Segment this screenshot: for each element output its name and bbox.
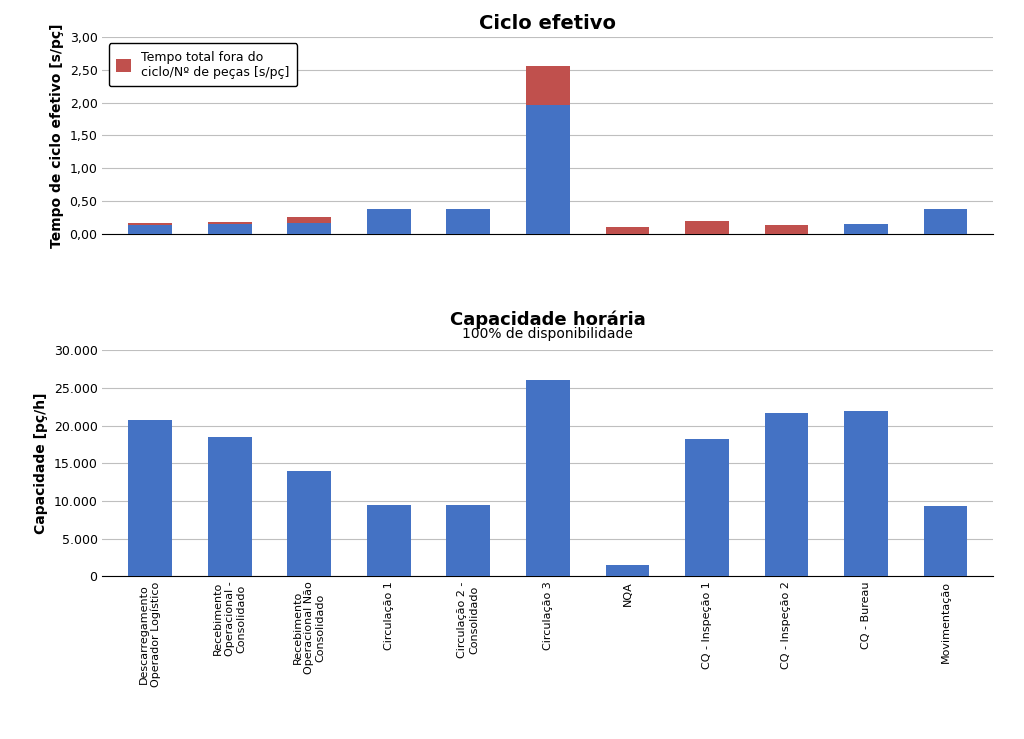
- Legend: Tempo total fora do
ciclo/Nº de peças [s/pç]: Tempo total fora do ciclo/Nº de peças [s…: [109, 43, 297, 86]
- Bar: [605, 565, 649, 576]
- Bar: [765, 412, 808, 576]
- Bar: [924, 209, 968, 234]
- Bar: [288, 222, 331, 234]
- Title: Capacidade horária: Capacidade horária: [450, 310, 646, 329]
- Bar: [605, 227, 649, 234]
- Bar: [128, 225, 172, 234]
- Bar: [446, 209, 490, 234]
- Bar: [924, 506, 968, 576]
- Bar: [208, 224, 252, 234]
- Bar: [765, 225, 808, 234]
- Bar: [288, 471, 331, 576]
- Bar: [128, 223, 172, 225]
- Bar: [844, 224, 888, 234]
- Bar: [526, 105, 569, 234]
- Bar: [685, 221, 729, 234]
- Text: 100% de disponibilidade: 100% de disponibilidade: [463, 327, 633, 341]
- Bar: [446, 505, 490, 576]
- Bar: [208, 437, 252, 576]
- Y-axis label: Tempo de ciclo efetivo [s/pç]: Tempo de ciclo efetivo [s/pç]: [50, 23, 63, 248]
- Title: Ciclo efetivo: Ciclo efetivo: [479, 13, 616, 33]
- Bar: [685, 439, 729, 576]
- Y-axis label: Capacidade [pç/h]: Capacidade [pç/h]: [34, 392, 48, 534]
- Bar: [844, 411, 888, 576]
- Bar: [128, 420, 172, 576]
- Bar: [526, 381, 569, 576]
- Bar: [526, 66, 569, 105]
- Bar: [367, 505, 411, 576]
- Bar: [288, 217, 331, 222]
- Bar: [367, 209, 411, 234]
- Bar: [208, 222, 252, 224]
